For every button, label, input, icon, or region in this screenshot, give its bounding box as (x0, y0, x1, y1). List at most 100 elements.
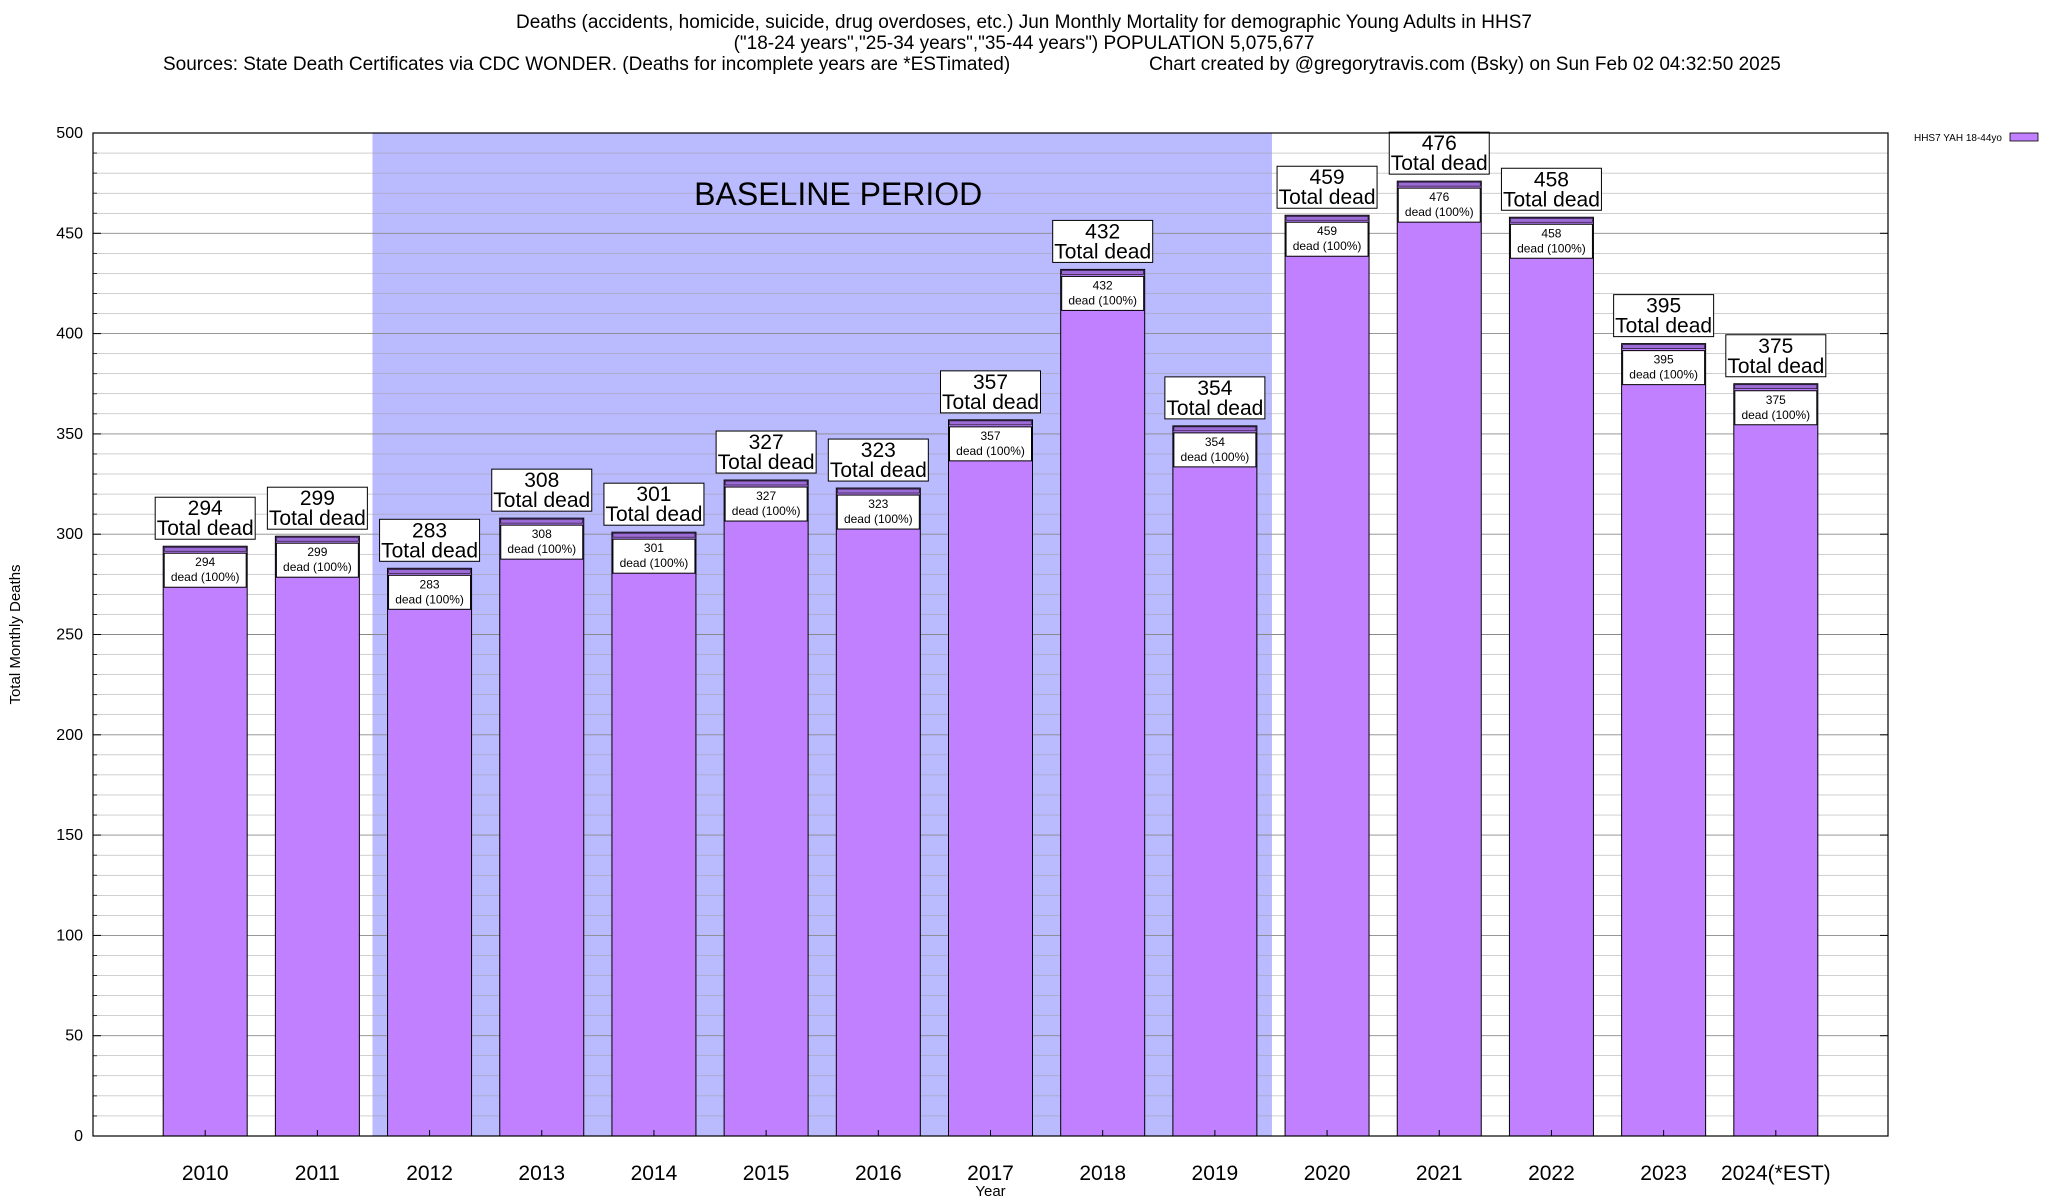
top-label-value: 357 (973, 371, 1008, 394)
x-tick-label: 2024(*EST) (1721, 1162, 1831, 1185)
inner-label-value: 459 (1317, 224, 1337, 238)
bar-top-strip (500, 518, 584, 524)
top-label-text: Total dead (1391, 152, 1488, 175)
inner-label-box (1173, 432, 1257, 468)
inner-label-box (275, 542, 359, 578)
top-label-box (491, 468, 593, 512)
bar-2024(*EST) (1733, 383, 1819, 1137)
top-label-value: 283 (412, 519, 447, 542)
top-label-box (1388, 131, 1490, 175)
top-label-box (1613, 294, 1715, 338)
inner-label-value: 476 (1429, 190, 1449, 204)
y-tick-label: 100 (56, 927, 83, 944)
top-label-text: Total dead (942, 391, 1039, 414)
y-tick-label: 250 (56, 627, 83, 644)
top-label-box (154, 496, 256, 540)
baseline-period-label: BASELINE PERIOD (694, 176, 982, 212)
bar-top-strip (1397, 181, 1481, 187)
inner-label-box (949, 426, 1032, 462)
top-label-box (1164, 376, 1266, 420)
legend: HHS7 YAH 18-44yo (1914, 132, 2039, 144)
top-label-text: Total dead (1503, 188, 1600, 211)
y-tick-label: 500 (56, 125, 83, 142)
inner-label-box (500, 524, 584, 560)
inner-label-text: dead (100%) (956, 444, 1025, 458)
inner-label-text: dead (100%) (1517, 241, 1586, 255)
y-axis-title: Total Monthly Deaths (7, 564, 24, 704)
inner-label-value: 357 (980, 429, 1000, 443)
top-label-text: Total dead (269, 507, 366, 530)
bar-2012 (387, 567, 473, 1137)
bar-2014 (611, 531, 697, 1137)
top-label-text: Total dead (1279, 186, 1376, 209)
top-label-box (940, 370, 1041, 414)
y-tick-label: 400 (56, 326, 83, 343)
x-tick-label: 2016 (855, 1162, 902, 1185)
inner-label-box (1622, 350, 1706, 386)
top-label-text: Total dead (1166, 397, 1263, 420)
x-tick-label: 2012 (406, 1162, 453, 1185)
top-label-value: 294 (188, 497, 223, 520)
chart-title-line-2: ("18-24 years","25-34 years","35-44 year… (733, 33, 1315, 54)
inner-label-text: dead (100%) (283, 560, 352, 574)
y-tick-label: 450 (56, 225, 83, 242)
inner-label-text: dead (100%) (732, 504, 801, 518)
chart-title-line-1: Deaths (accidents, homicide, suicide, dr… (516, 12, 1532, 33)
inner-label-box (1734, 390, 1818, 426)
top-label-box (1052, 219, 1154, 263)
bar-top-strip (1734, 384, 1818, 390)
x-tick-label: 2021 (1416, 1162, 1463, 1185)
bar-2015 (723, 479, 809, 1137)
top-label-text: Total dead (830, 459, 927, 482)
inner-label-box (388, 574, 472, 610)
y-tick-label: 300 (56, 526, 83, 543)
inner-label-text: dead (100%) (395, 592, 464, 606)
bar-2013 (499, 517, 585, 1137)
inner-label-value: 354 (1205, 435, 1225, 449)
x-tick-label: 2020 (1304, 1162, 1351, 1185)
inner-label-box (612, 538, 696, 574)
y-axis: 0 50 100 150 200 250 300 350 400 450 500 (56, 125, 1888, 1145)
inner-label-text: dead (100%) (1293, 239, 1362, 253)
inner-label-box (1061, 275, 1145, 311)
bar-2010 (162, 545, 248, 1137)
bar-top-strip (724, 480, 808, 486)
inner-label-box (1285, 221, 1369, 257)
bar-top-strip (1061, 270, 1144, 275)
top-label-text: Total dead (1727, 355, 1824, 378)
bar-top-strip (1510, 217, 1593, 223)
top-label-value: 308 (524, 469, 559, 492)
inner-label-value: 283 (420, 577, 440, 591)
bar-top-strip (612, 532, 696, 538)
bar-top-strip (837, 488, 920, 494)
y-tick-label: 150 (56, 827, 83, 844)
y-tick-label: 50 (65, 1028, 83, 1045)
x-tick-label: 2023 (1640, 1162, 1687, 1185)
inner-label-value: 308 (532, 527, 552, 541)
bar-2011 (274, 535, 360, 1137)
inner-label-box (1397, 187, 1481, 223)
x-tick-label: 2015 (743, 1162, 790, 1185)
x-tick-label: 2010 (182, 1162, 229, 1185)
top-label-value: 301 (636, 483, 671, 506)
top-label-text: Total dead (718, 451, 815, 474)
inner-label-box (1509, 223, 1593, 259)
legend-series-name: HHS7 YAH 18-44yo (1914, 133, 2002, 144)
bar-2022 (1508, 216, 1594, 1137)
bar-2018 (1060, 268, 1146, 1137)
inner-label-value: 375 (1766, 393, 1786, 407)
bar-top-strip (1285, 215, 1369, 221)
inner-label-value: 458 (1541, 226, 1561, 240)
bar-2021 (1396, 180, 1482, 1137)
x-tick-label: 2014 (631, 1162, 678, 1185)
top-label-text: Total dead (493, 489, 590, 512)
top-label-text: Total dead (381, 539, 478, 562)
bar-2020 (1284, 214, 1370, 1137)
bar-top-strip (163, 546, 247, 552)
top-label-text: Total dead (605, 503, 702, 526)
top-label-text: Total dead (1615, 315, 1712, 338)
inner-label-text: dead (100%) (1405, 205, 1474, 219)
top-label-value: 476 (1422, 132, 1457, 155)
bar-2023 (1621, 343, 1707, 1137)
